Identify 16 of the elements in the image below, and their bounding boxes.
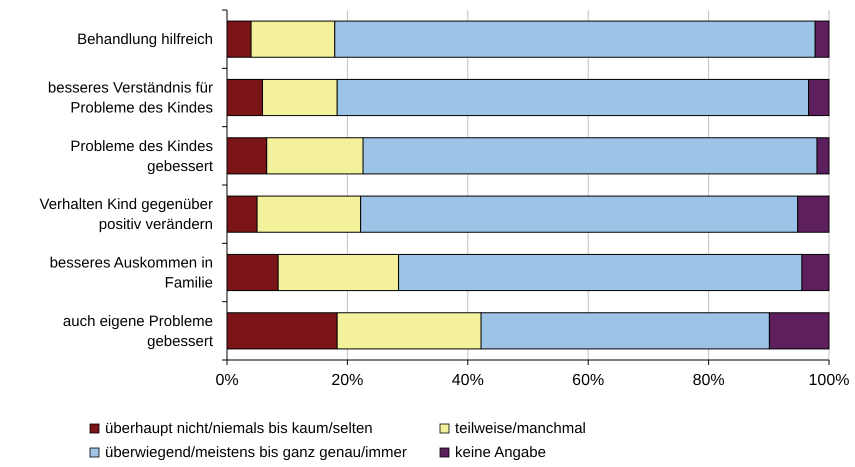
y-tick-label: auch eigene Probleme gebessert: [62, 312, 214, 350]
legend-label: teilweise/manchmal: [455, 420, 586, 437]
y-tick-label: Probleme des Kindes gebessert: [70, 138, 214, 175]
x-tick-label: 20%: [331, 372, 364, 389]
x-tick-label: 100%: [808, 372, 850, 389]
legend-label: überwiegend/meistens bis ganz genau/immer: [105, 444, 407, 461]
x-tick-label: 40%: [452, 372, 484, 389]
legend-label: überhaupt nicht/niemals bis kaum/selten: [105, 420, 373, 437]
y-tick-label: Verhalten Kind gegenüber positiv verändern: [40, 196, 213, 234]
x-tick-label: 80%: [692, 372, 725, 389]
x-tick-label: 0%: [215, 372, 239, 389]
legend-label: keine Angabe: [455, 444, 546, 461]
y-tick-label: besseres Auskommen in Familie: [50, 254, 213, 292]
y-tick-label: Behandlung hilfreich: [77, 31, 213, 48]
y-tick-label: besseres Verständnis für Probleme des Kindes: [48, 80, 213, 116]
x-tick-label: 60%: [572, 372, 604, 389]
